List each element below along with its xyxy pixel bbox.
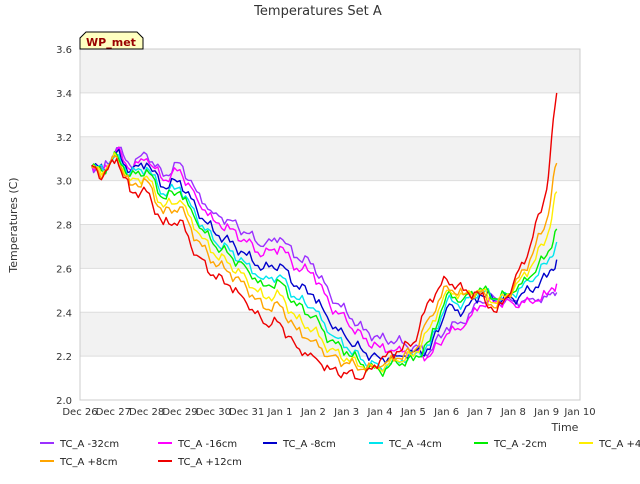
y-tick-label: 3.4 [56,89,72,100]
grid-bands [80,49,580,400]
legend-item: TC_A -4cm [369,439,442,450]
x-tick-label: Dec 28 [129,407,164,418]
grid-band [80,224,580,269]
annotation-box: WP_met [79,31,144,50]
x-tick-label: Jan 3 [333,407,359,418]
grid-band [80,136,580,181]
y-tick-label: 2.6 [56,264,72,275]
x-tick-label: Jan 5 [400,407,426,418]
x-tick-label: Dec 27 [96,407,131,418]
x-tick-label: Dec 26 [62,407,97,418]
legend-label: TC_A +8cm [59,457,118,468]
legend-label: TC_A -8cm [282,439,336,450]
y-tick-label: 2.0 [56,396,72,407]
grid-band [80,356,580,400]
legend: TC_A -32cm TC_A -16cm TC_A -8cm TC_A -4cm TC… [40,439,640,468]
y-tick-label: 3.2 [56,133,72,144]
series-lines [91,92,558,381]
x-axis-label: Time [551,421,579,434]
y-tick-labels: 2.0 2.2 2.4 2.6 2.8 3.0 3.2 3.4 3.6 [56,45,72,407]
series-line [91,92,558,381]
x-tick-label: Dec 31 [229,407,264,418]
plot-frame [79,48,581,401]
legend-label: TC_A -2cm [493,439,547,450]
annotation-box-shape [79,31,144,50]
y-tick-label: 3.6 [56,45,72,56]
series-line [91,155,558,371]
legend-item: TC_A -16cm [158,439,237,450]
legend-label: TC_A -32cm [59,439,119,450]
series-line [91,146,558,362]
legend-item: TC_A +12cm [158,457,242,468]
y-tick-label: 2.4 [56,308,72,319]
x-tick-label: Jan 1 [267,407,293,418]
x-tick-label: Dec 29 [162,407,197,418]
legend-item: TC_A -32cm [40,439,119,450]
legend-label: TC_A -16cm [177,439,237,450]
x-tick-label: Jan 10 [563,407,595,418]
x-tick-label: Jan 6 [433,407,459,418]
series-line [91,148,558,364]
legend-label: TC_A +12cm [177,457,242,468]
y-tick-label: 2.8 [56,221,72,232]
grid-band [80,92,580,137]
x-tick-label: Jan 8 [500,407,526,418]
chart-title: Temperatures Set A [253,4,382,19]
legend-item: TC_A -8cm [263,439,336,450]
x-tick-label: Jan 7 [467,407,493,418]
y-tick-label: 2.2 [56,352,72,363]
x-tick-label: Jan 2 [300,407,326,418]
legend-item: TC_A +4cm [579,439,640,450]
legend-label: TC_A -4cm [388,439,442,450]
x-tick-label: Jan 9 [533,407,559,418]
series-line [91,146,558,357]
legend-item: TC_A +8cm [40,457,118,468]
legend-label: TC_A +4cm [598,439,640,450]
annotation-label: WP_met [86,36,136,49]
grid-band [80,49,580,93]
x-tick-label: Dec 30 [196,407,231,418]
legend-item: TC_A -2cm [474,439,547,450]
y-tick-label: 3.0 [56,177,72,188]
y-axis-label: Temperatures (C) [7,177,20,273]
x-tick-label: Jan 4 [367,407,393,418]
